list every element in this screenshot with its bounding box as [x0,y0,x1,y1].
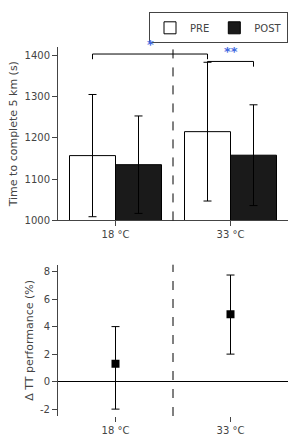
svg-text:Time to complete 5 km (s): Time to complete 5 km (s) [7,61,20,207]
svg-text:8: 8 [44,266,50,277]
svg-text:0: 0 [44,376,50,387]
svg-text:33 °C: 33 °C [217,425,245,436]
svg-text:*: * [147,37,154,52]
svg-text:4: 4 [44,321,50,332]
svg-text:Δ TT performance (%): Δ TT performance (%) [23,280,36,401]
svg-text:1200: 1200 [25,132,50,143]
svg-text:33 °C: 33 °C [217,229,245,240]
svg-text:PRE: PRE [190,23,209,34]
svg-text:POST: POST [254,23,281,34]
svg-text:1100: 1100 [25,174,50,185]
svg-text:1000: 1000 [25,215,50,226]
svg-text:18 °C: 18 °C [102,425,130,436]
svg-text:2: 2 [44,349,50,360]
svg-text:1300: 1300 [25,91,50,102]
svg-text:1400: 1400 [25,50,50,61]
svg-text:-2: -2 [40,404,50,415]
svg-text:18 °C: 18 °C [102,229,130,240]
svg-text:6: 6 [44,294,50,305]
svg-text:**: ** [224,44,238,59]
